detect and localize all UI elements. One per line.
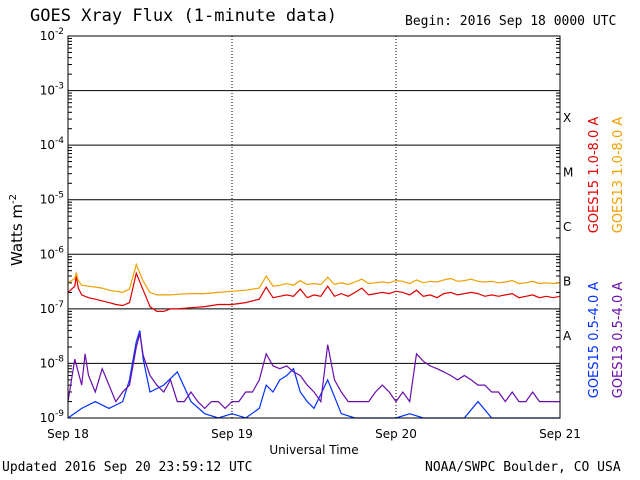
flare-class-labels: A B C M X [563,111,573,343]
y-axis-label-base: Watts m [8,204,26,266]
x-tick-labels: Sep 18 Sep 19 Sep 20 Sep 21 [47,427,581,441]
legend-entry-1: GOES13 1.0-8.0 A [611,117,626,234]
plot-frame [67,35,561,419]
x-tick-label: Sep 21 [539,427,581,441]
y-tick-label: 10-8 [40,354,65,370]
legend: GOES15 1.0-8.0 A GOES13 1.0-8.0 A GOES15 0… [587,117,626,399]
legend-entry-0: GOES15 1.0-8.0 A [587,117,602,234]
flare-class-C: C [563,220,571,234]
plot-grid [68,35,560,419]
credit-text: NOAA/SWPC Boulder, CO USA [425,460,621,475]
y-tick-labels: 10-9 10-8 10-7 10-6 10-5 10-4 10-3 10-2 [40,27,65,425]
series-line-1 [67,262,561,296]
y-axis-label-sup: -2 [8,194,19,204]
updated-timestamp: Updated 2016 Sep 20 23:59:12 UTC [2,460,253,475]
y-tick-label: 10-4 [40,136,65,152]
flare-class-B: B [563,275,571,289]
legend-entry-3: GOES13 0.5-4.0 A [611,282,626,399]
series-line-0 [67,271,561,312]
series-line-3 [67,333,560,410]
y-tick-label: 10-6 [40,245,65,261]
x-tick-label: Sep 20 [375,427,417,441]
flare-class-M: M [563,165,573,179]
legend-entry-2: GOES15 0.5-4.0 A [587,282,602,399]
x-tick-label: Sep 18 [47,427,89,441]
y-tick-label: 10-9 [40,409,65,425]
y-axis-label: Watts m-2 [8,194,26,266]
chart-title: GOES Xray Flux (1-minute data) [30,6,338,26]
flare-class-A: A [563,329,572,343]
y-tick-label: 10-7 [40,300,64,316]
y-tick-label: 10-2 [40,27,64,43]
y-tick-label: 10-5 [40,191,64,207]
plot-series [67,262,561,419]
x-tick-label: Sep 19 [211,427,253,441]
flare-class-X: X [563,111,571,125]
begin-timestamp: Begin: 2016 Sep 18 0000 UTC [405,14,617,29]
y-tick-label: 10-3 [40,82,64,98]
x-axis-label: Universal Time [269,443,358,457]
